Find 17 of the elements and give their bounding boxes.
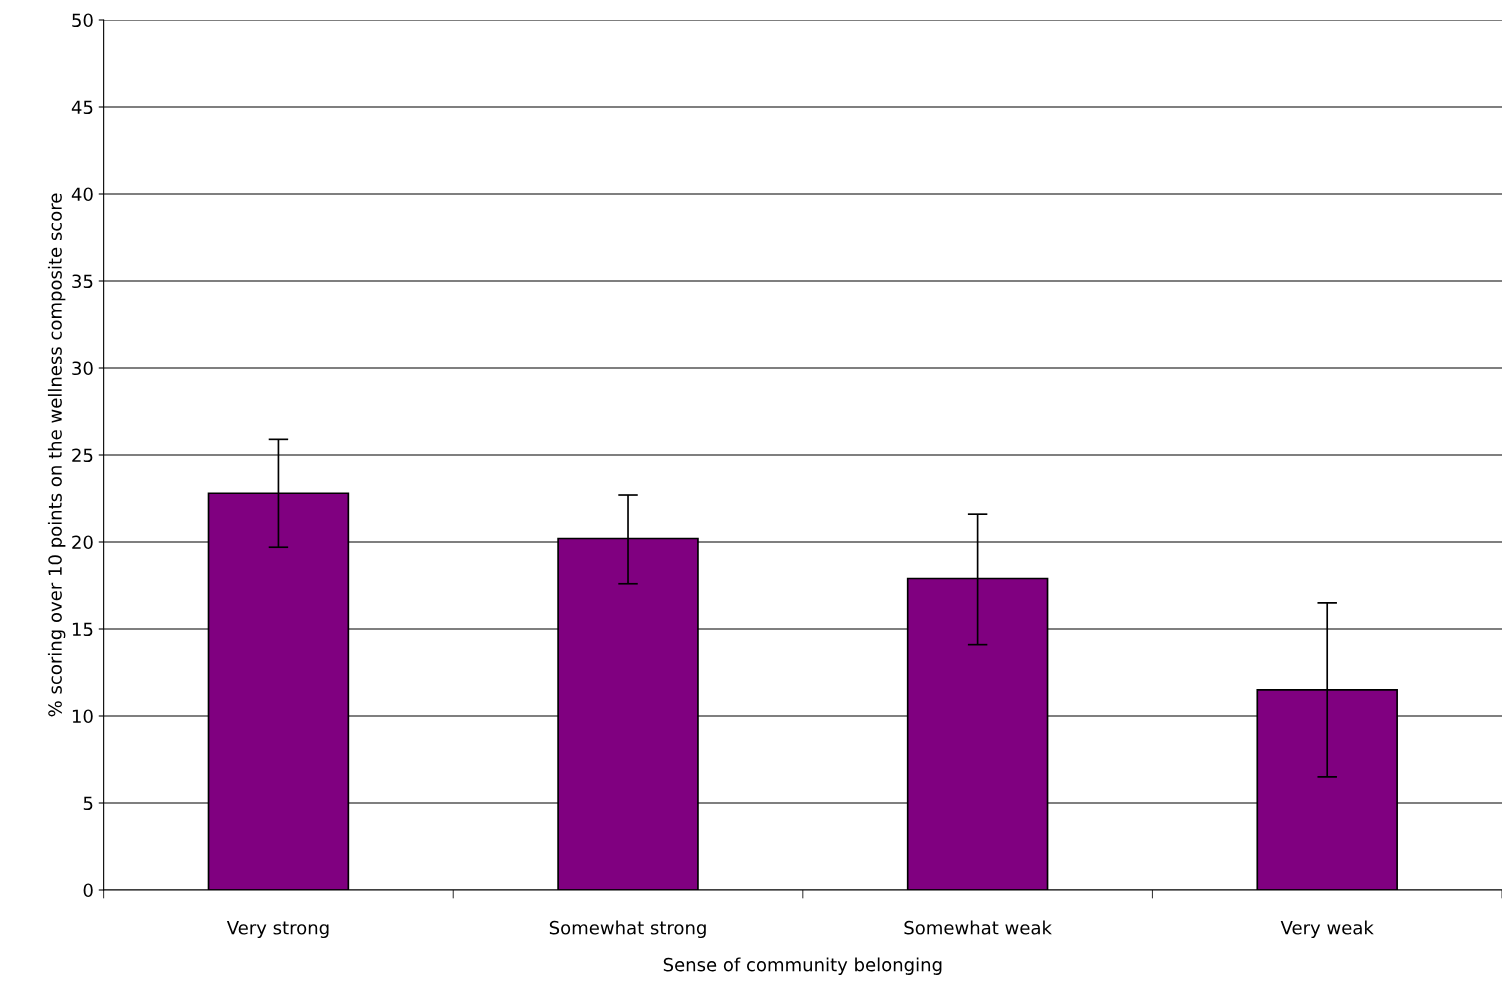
y-tick-label: 5: [83, 796, 93, 811]
x-axis-title: Sense of community belonging: [663, 957, 942, 975]
x-tick-label: Very weak: [1280, 920, 1374, 939]
y-tick-label: 30: [72, 361, 93, 376]
y-tick-label: 40: [71, 187, 93, 202]
y-tick-label: 15: [72, 622, 93, 637]
x-tick-label: Somewhat strong: [549, 920, 706, 939]
y-tick-label: 20: [72, 535, 93, 550]
y-tick-label: 35: [72, 274, 93, 289]
y-tick-label: 25: [72, 448, 93, 463]
y-tick-label: 50: [72, 13, 93, 28]
y-axis-title: % scoring over 10 points on the wellness composite score: [47, 193, 66, 717]
y-tick-label: 0: [83, 883, 93, 898]
x-tick-label: Somewhat weak: [904, 920, 1052, 935]
x-tick-label: Very strong: [226, 921, 329, 939]
y-tick-label: 10: [72, 709, 93, 724]
y-tick-label: 45: [71, 100, 93, 115]
